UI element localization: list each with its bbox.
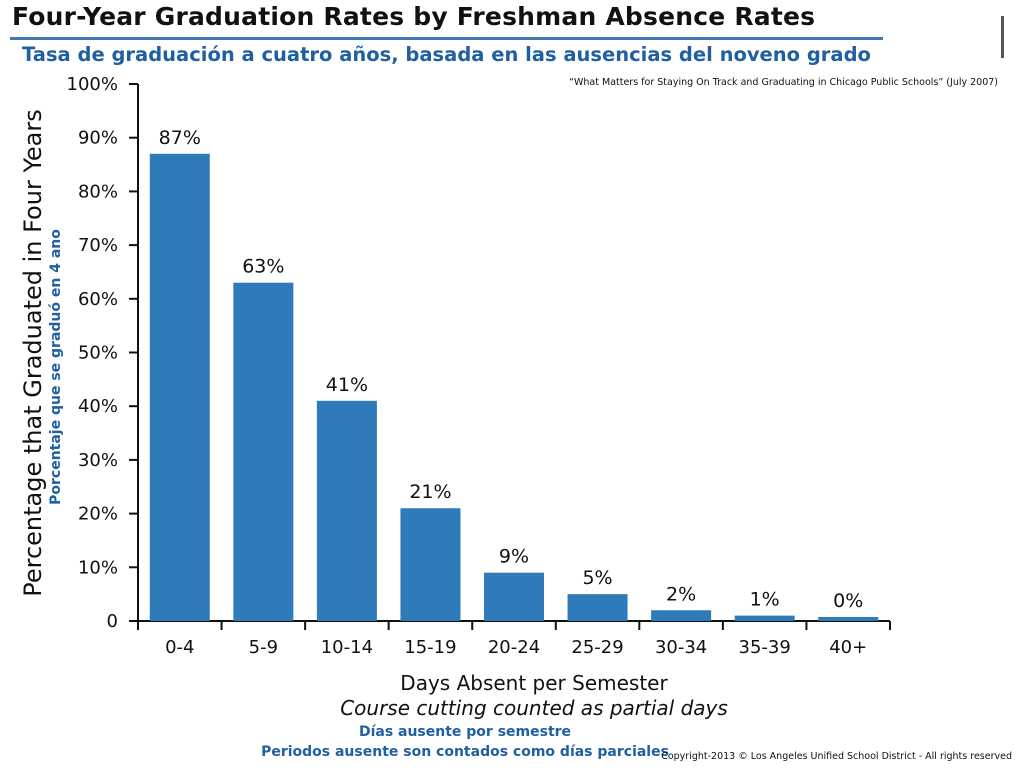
data-label: 41% [326, 374, 368, 396]
bar [149, 153, 210, 621]
category-label: 15-19 [404, 637, 456, 658]
data-label: 21% [409, 481, 451, 503]
bar [316, 400, 377, 621]
data-label: 0% [833, 590, 863, 612]
bar [651, 610, 712, 621]
chart-subtitle-spanish: Tasa de graduación a cuatro años, basada… [22, 43, 871, 66]
category-labels-group: 0-4 5-9 10-14 15-19 20-24 25-29 30-34 35-39 40+ [165, 637, 867, 658]
bar [818, 617, 879, 621]
y-tick-label: 70% [78, 235, 118, 256]
chart-title: Four-Year Graduation Rates by Freshman A… [12, 2, 816, 31]
y-tick-label: 60% [78, 289, 118, 310]
y-axis-title: Percentage that Graduated in Four Years [19, 109, 47, 597]
bar [484, 572, 544, 621]
data-label: 9% [499, 546, 529, 568]
category-label: 0-4 [165, 637, 194, 658]
bar [734, 615, 795, 621]
source-citation: “What Matters for Staying On Track and G… [569, 77, 998, 88]
category-label: 5-9 [249, 637, 278, 658]
category-label: 40+ [829, 637, 867, 658]
y-tick-label: 40% [78, 396, 118, 417]
y-axis-title-spanish: Porcentaje que se graduó en 4 ano [48, 229, 64, 505]
bars-group [149, 153, 879, 621]
x-axis-subtitle: Course cutting counted as partial days [340, 696, 728, 720]
x-axis-title-spanish: Días ausente por semestre [358, 724, 572, 740]
y-tick-label: 10% [78, 557, 118, 578]
x-axis-title: Days Absent per Semester [400, 671, 668, 695]
data-label: 63% [242, 256, 284, 278]
category-label: 30-34 [655, 637, 707, 658]
title-underline [10, 37, 883, 40]
y-tick-label: 20% [78, 504, 118, 525]
x-axis-subtitle-spanish: Periodos ausente son contados como días … [261, 744, 669, 760]
category-label: 35-39 [739, 637, 791, 658]
corner-divider [1001, 16, 1004, 58]
bar [567, 594, 628, 621]
y-tick-label: 90% [78, 128, 118, 149]
category-label: 20-24 [488, 637, 540, 658]
category-label: 10-14 [321, 637, 373, 658]
y-tick-label: 50% [78, 343, 118, 364]
y-tick-label: 0 [107, 611, 118, 632]
data-labels-group: 87% 63% 41% 21% 9% 5% 2% 1% 0% [159, 127, 864, 612]
data-label: 5% [582, 567, 612, 589]
y-axis: 0 10% 20% 30% 40% 50% 60% 70% 80% 90% 100% [67, 74, 139, 632]
y-tick-label: 100% [67, 74, 118, 95]
x-axis [137, 620, 891, 630]
data-label: 1% [750, 589, 780, 611]
data-label: 2% [666, 583, 696, 605]
bar [233, 282, 294, 621]
y-tick-label: 30% [78, 450, 118, 471]
bar [400, 508, 461, 621]
category-label: 25-29 [571, 637, 623, 658]
data-label: 87% [159, 127, 201, 149]
copyright-notice: Copyright-2013 © Los Angeles Unified Sch… [661, 751, 1012, 762]
y-tick-label: 80% [78, 181, 118, 202]
